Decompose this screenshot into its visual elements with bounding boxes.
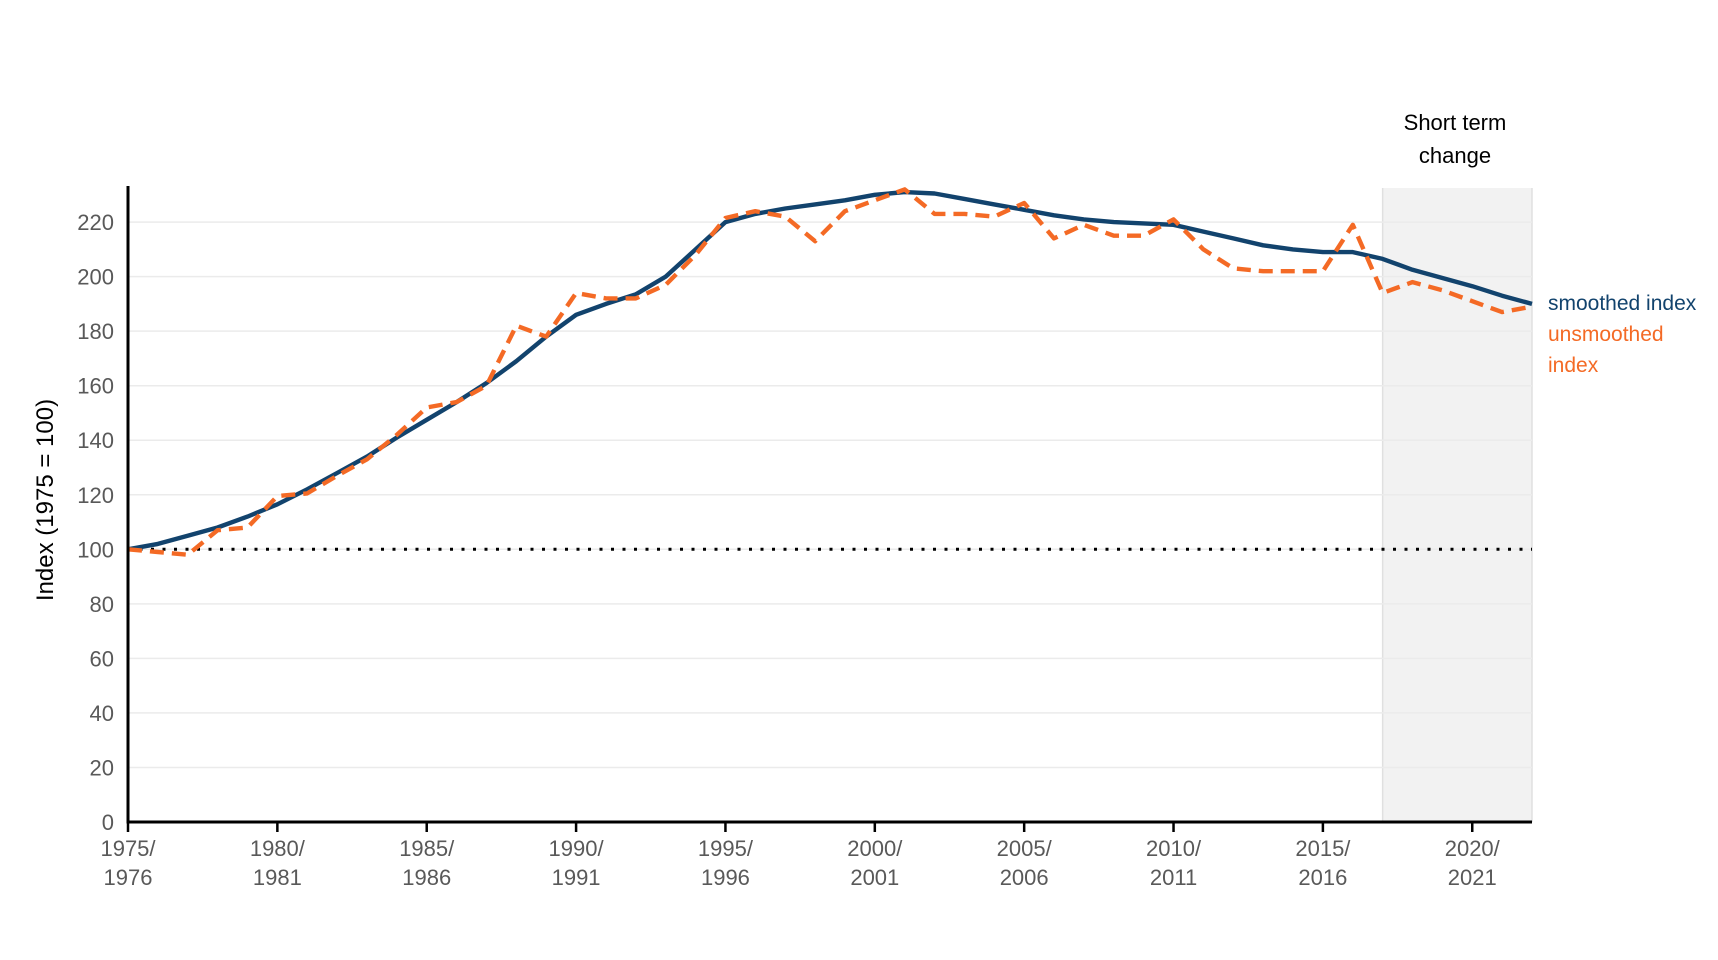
y-axis-title: Index (1975 = 100) (32, 398, 59, 602)
legend-item-unsmoothed-index: unsmoothed index (1548, 323, 1664, 377)
y-tick-label-200: 200 (77, 265, 114, 290)
x-tick-label-2000: 2000/2001 (847, 836, 903, 890)
y-tick-label-120: 120 (77, 483, 114, 508)
unsmoothed-index-line (127, 187, 1533, 557)
x-tick-label-2020: 2020/2021 (1445, 836, 1501, 890)
y-tick-label-80: 80 (90, 592, 114, 617)
y-tick-label-180: 180 (77, 319, 114, 344)
legend: smoothed index unsmoothed index (1548, 290, 1696, 381)
y-tick-label-40: 40 (90, 701, 114, 726)
x-tick-label-1995: 1995/1996 (698, 836, 754, 890)
short-term-change-label: Short term change (1403, 110, 1507, 168)
x-tick-label-1990: 1990/1991 (549, 836, 605, 890)
x-tick-label-1980: 1980/1981 (250, 836, 306, 890)
y-tick-label-20: 20 (90, 755, 114, 780)
x-tick-label-1975: 1975/1976 (100, 836, 156, 890)
x-tick-label-2015: 2015/2016 (1295, 836, 1351, 890)
smoothed-index-line (127, 189, 1533, 552)
y-tick-label-60: 60 (90, 646, 114, 671)
y-tick-label-100: 100 (77, 537, 114, 562)
y-tick-label-0: 0 (102, 810, 114, 835)
x-tick-label-2010: 2010/2011 (1146, 836, 1202, 890)
x-tick-label-2005: 2005/2006 (997, 836, 1053, 890)
y-tick-label-140: 140 (77, 428, 114, 453)
x-tick-label-1985: 1985/1986 (399, 836, 455, 890)
y-tick-label-220: 220 (77, 210, 114, 235)
legend-item-smoothed-index: smoothed index (1548, 292, 1697, 315)
y-tick-label-160: 160 (77, 374, 114, 399)
